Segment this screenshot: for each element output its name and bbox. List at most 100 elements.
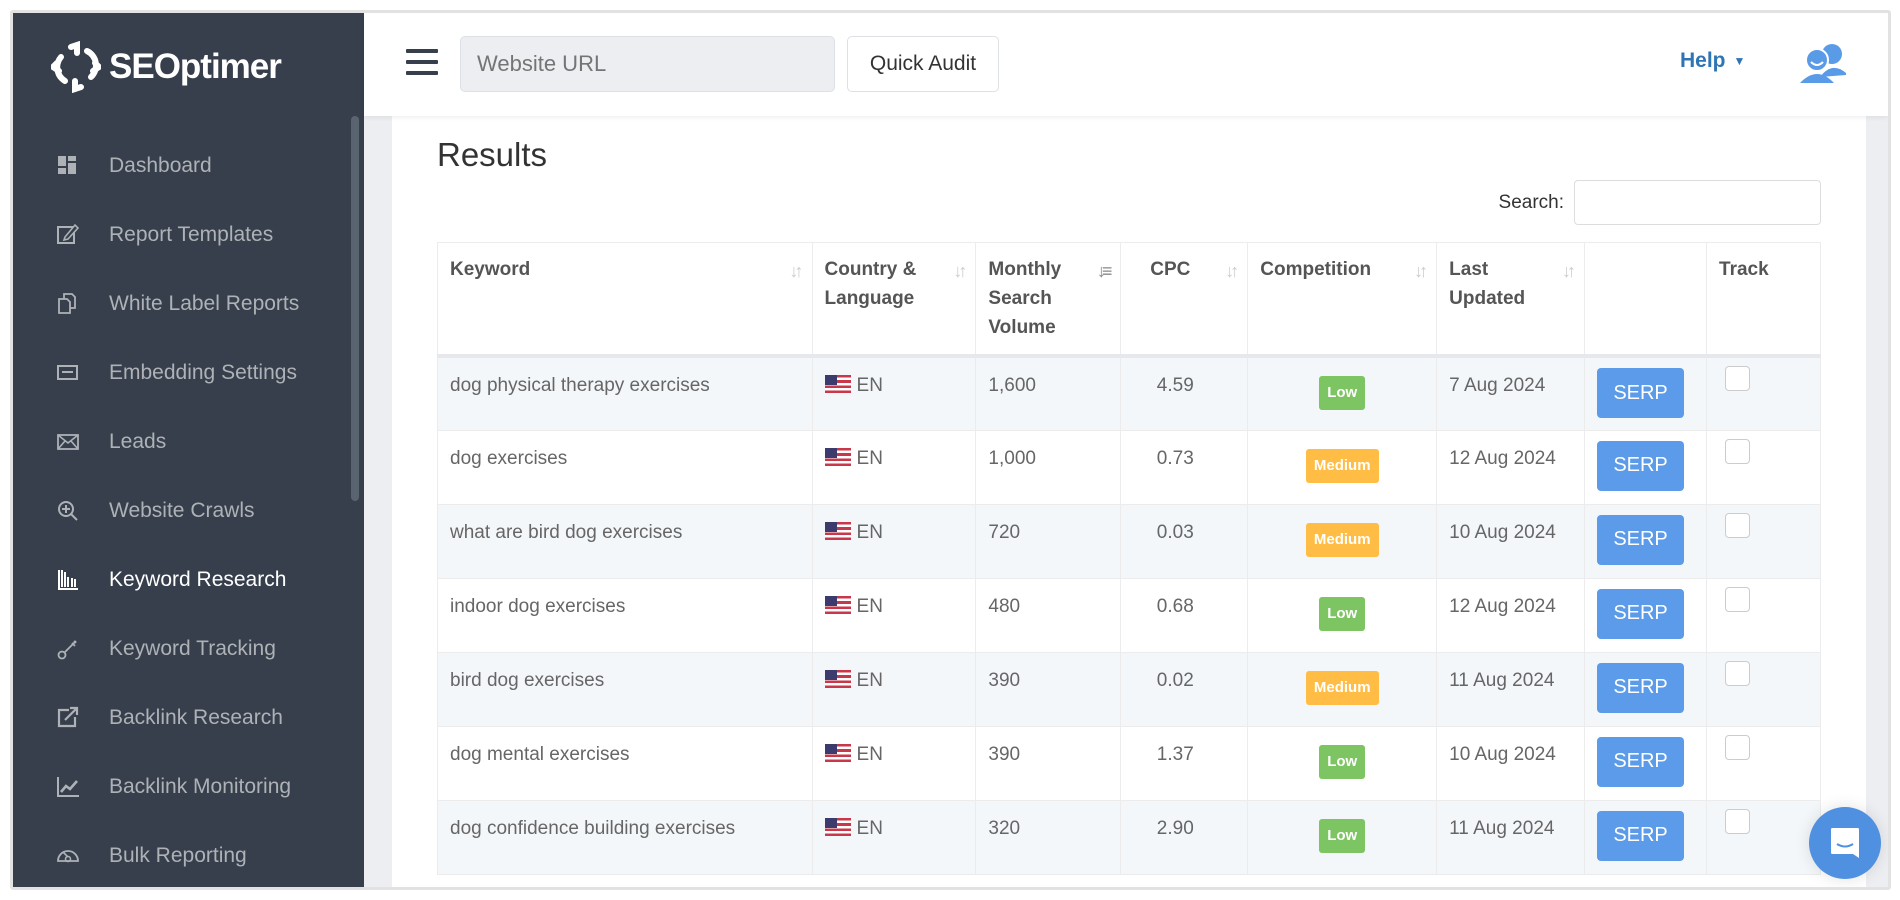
gauge-icon — [55, 843, 81, 869]
column-label: Competition — [1260, 259, 1372, 280]
serp-button[interactable]: SERP — [1597, 588, 1685, 639]
quick-audit-button[interactable]: Quick Audit — [847, 36, 999, 92]
column-label: CPC — [1150, 259, 1191, 280]
cpc-cell: 4.59 — [1120, 355, 1249, 431]
table-row: bird dog exercises EN 390 0.02 Medium 11… — [437, 651, 1821, 727]
gear-logo-icon — [51, 41, 101, 93]
sidebar-item-dashboard[interactable]: Dashboard — [13, 131, 351, 200]
track-cell — [1706, 651, 1821, 727]
sidebar-item-leads[interactable]: Leads — [13, 407, 351, 476]
column-label: Last Updated — [1449, 259, 1526, 309]
track-cell — [1706, 725, 1821, 801]
cpc-cell: 0.03 — [1120, 503, 1249, 579]
sort-icon[interactable]: ↓≡ — [1096, 261, 1112, 281]
serp-button[interactable]: SERP — [1597, 662, 1685, 713]
track-checkbox[interactable] — [1725, 512, 1751, 538]
volume-cell: 320 — [975, 799, 1122, 875]
sidebar-item-backlink-monitoring[interactable]: Backlink Monitoring — [13, 752, 351, 821]
sort-icon[interactable]: ↓↑ — [953, 261, 967, 281]
competition-cell: Low — [1247, 355, 1438, 431]
sidebar-item-keyword-tracking[interactable]: Keyword Tracking — [13, 614, 351, 683]
sidebar-item-backlink-research[interactable]: Backlink Research — [13, 683, 351, 752]
sidebar-item-report-templates[interactable]: Report Templates — [13, 200, 351, 269]
last-updated-cell: 11 Aug 2024 — [1436, 799, 1586, 875]
sidebar-item-website-crawls[interactable]: Website Crawls — [13, 476, 351, 545]
track-checkbox[interactable] — [1725, 734, 1751, 760]
website-url-input[interactable] — [460, 36, 835, 92]
keyword-cell: bird dog exercises — [437, 651, 813, 727]
country-language-cell: EN — [811, 651, 977, 727]
serp-button[interactable]: SERP — [1597, 736, 1685, 787]
sidebar-item-embedding-settings[interactable]: Embedding Settings — [13, 338, 351, 407]
serp-button[interactable]: SERP — [1597, 440, 1685, 491]
sort-icon[interactable]: ↓↑ — [789, 261, 804, 281]
sort-icon[interactable]: ↓↑ — [1562, 261, 1576, 281]
chat-launcher[interactable] — [1809, 807, 1881, 879]
sidebar-item-label: Keyword Tracking — [109, 636, 276, 660]
column-header-monthly-search-volume[interactable]: Monthly Search Volume ↓≡ — [975, 242, 1122, 358]
sidebar-item-keyword-research[interactable]: Keyword Research — [13, 545, 351, 614]
keyword-cell: dog exercises — [437, 429, 813, 505]
serp-button[interactable]: SERP — [1597, 368, 1685, 418]
track-checkbox[interactable] — [1725, 366, 1751, 391]
last-updated-cell: 7 Aug 2024 — [1436, 355, 1586, 431]
sidebar-item-bulk-reporting[interactable]: Bulk Reporting — [13, 821, 351, 887]
column-header-cpc[interactable]: CPC ↓↑ — [1120, 242, 1249, 358]
volume-cell: 390 — [975, 725, 1122, 801]
sidebar-item-label: White Label Reports — [109, 291, 300, 315]
search-input[interactable] — [1574, 180, 1821, 225]
serp-cell: SERP — [1584, 355, 1708, 431]
sidebar-scrollbar[interactable] — [351, 116, 359, 501]
caret-down-icon: ▼ — [1733, 54, 1746, 68]
track-checkbox[interactable] — [1725, 808, 1751, 834]
column-header-competition[interactable]: Competition ↓↑ — [1247, 242, 1438, 358]
column-header-keyword[interactable]: Keyword ↓↑ — [437, 242, 813, 358]
help-label: Help — [1680, 49, 1726, 72]
serp-button[interactable]: SERP — [1597, 514, 1685, 565]
sidebar-item-label: Bulk Reporting — [109, 843, 247, 867]
us-flag-icon — [824, 447, 851, 466]
serp-cell: SERP — [1584, 429, 1708, 505]
track-checkbox[interactable] — [1725, 586, 1751, 612]
track-checkbox[interactable] — [1725, 438, 1751, 464]
envelope-icon — [55, 429, 81, 455]
last-updated-cell: 11 Aug 2024 — [1436, 651, 1586, 727]
serp-cell: SERP — [1584, 799, 1708, 875]
logo[interactable]: SEOptimer — [51, 41, 282, 93]
last-updated-cell: 12 Aug 2024 — [1436, 577, 1586, 653]
last-updated-cell: 10 Aug 2024 — [1436, 725, 1586, 801]
track-cell — [1706, 799, 1821, 875]
documents-icon — [55, 291, 81, 317]
bar-chart-icon — [55, 567, 81, 593]
competition-cell: Low — [1247, 799, 1438, 875]
serp-button[interactable]: SERP — [1597, 810, 1685, 861]
language: EN — [856, 521, 883, 543]
sort-icon[interactable]: ↓↑ — [1414, 261, 1428, 281]
app-window: SEOptimer Dashboard Report Templates White… — [10, 10, 1891, 890]
competition-cell: Medium — [1247, 651, 1438, 727]
sidebar-item-label: Leads — [109, 429, 167, 453]
user-account-icon[interactable] — [1800, 43, 1848, 83]
column-header-last-updated[interactable]: Last Updated ↓↑ — [1436, 242, 1586, 358]
column-header-country-language[interactable]: Country & Language ↓↑ — [811, 242, 977, 358]
brand-name: SEOptimer — [109, 47, 282, 86]
sidebar-item-label: Keyword Research — [109, 567, 287, 591]
volume-cell: 1,000 — [975, 429, 1122, 505]
sidebar-item-white-label-reports[interactable]: White Label Reports — [13, 269, 351, 338]
hamburger-menu-icon[interactable] — [406, 49, 438, 75]
sort-icon[interactable]: ↓↑ — [1225, 261, 1239, 281]
country-language-cell: EN — [811, 429, 977, 505]
embed-icon — [55, 360, 81, 386]
help-dropdown[interactable]: Help ▼ — [1680, 49, 1745, 73]
external-link-icon — [55, 705, 81, 731]
competition-badge: Medium — [1305, 448, 1379, 483]
country-language-cell: EN — [811, 503, 977, 579]
zoom-in-icon — [55, 498, 81, 524]
track-checkbox[interactable] — [1725, 660, 1751, 686]
serp-cell: SERP — [1584, 725, 1708, 801]
serp-cell: SERP — [1584, 651, 1708, 727]
us-flag-icon — [824, 375, 851, 393]
column-label: Country & Language — [824, 259, 917, 309]
table-row: dog mental exercises EN 390 1.37 Low 10 … — [437, 725, 1821, 801]
competition-badge: Low — [1319, 596, 1366, 631]
